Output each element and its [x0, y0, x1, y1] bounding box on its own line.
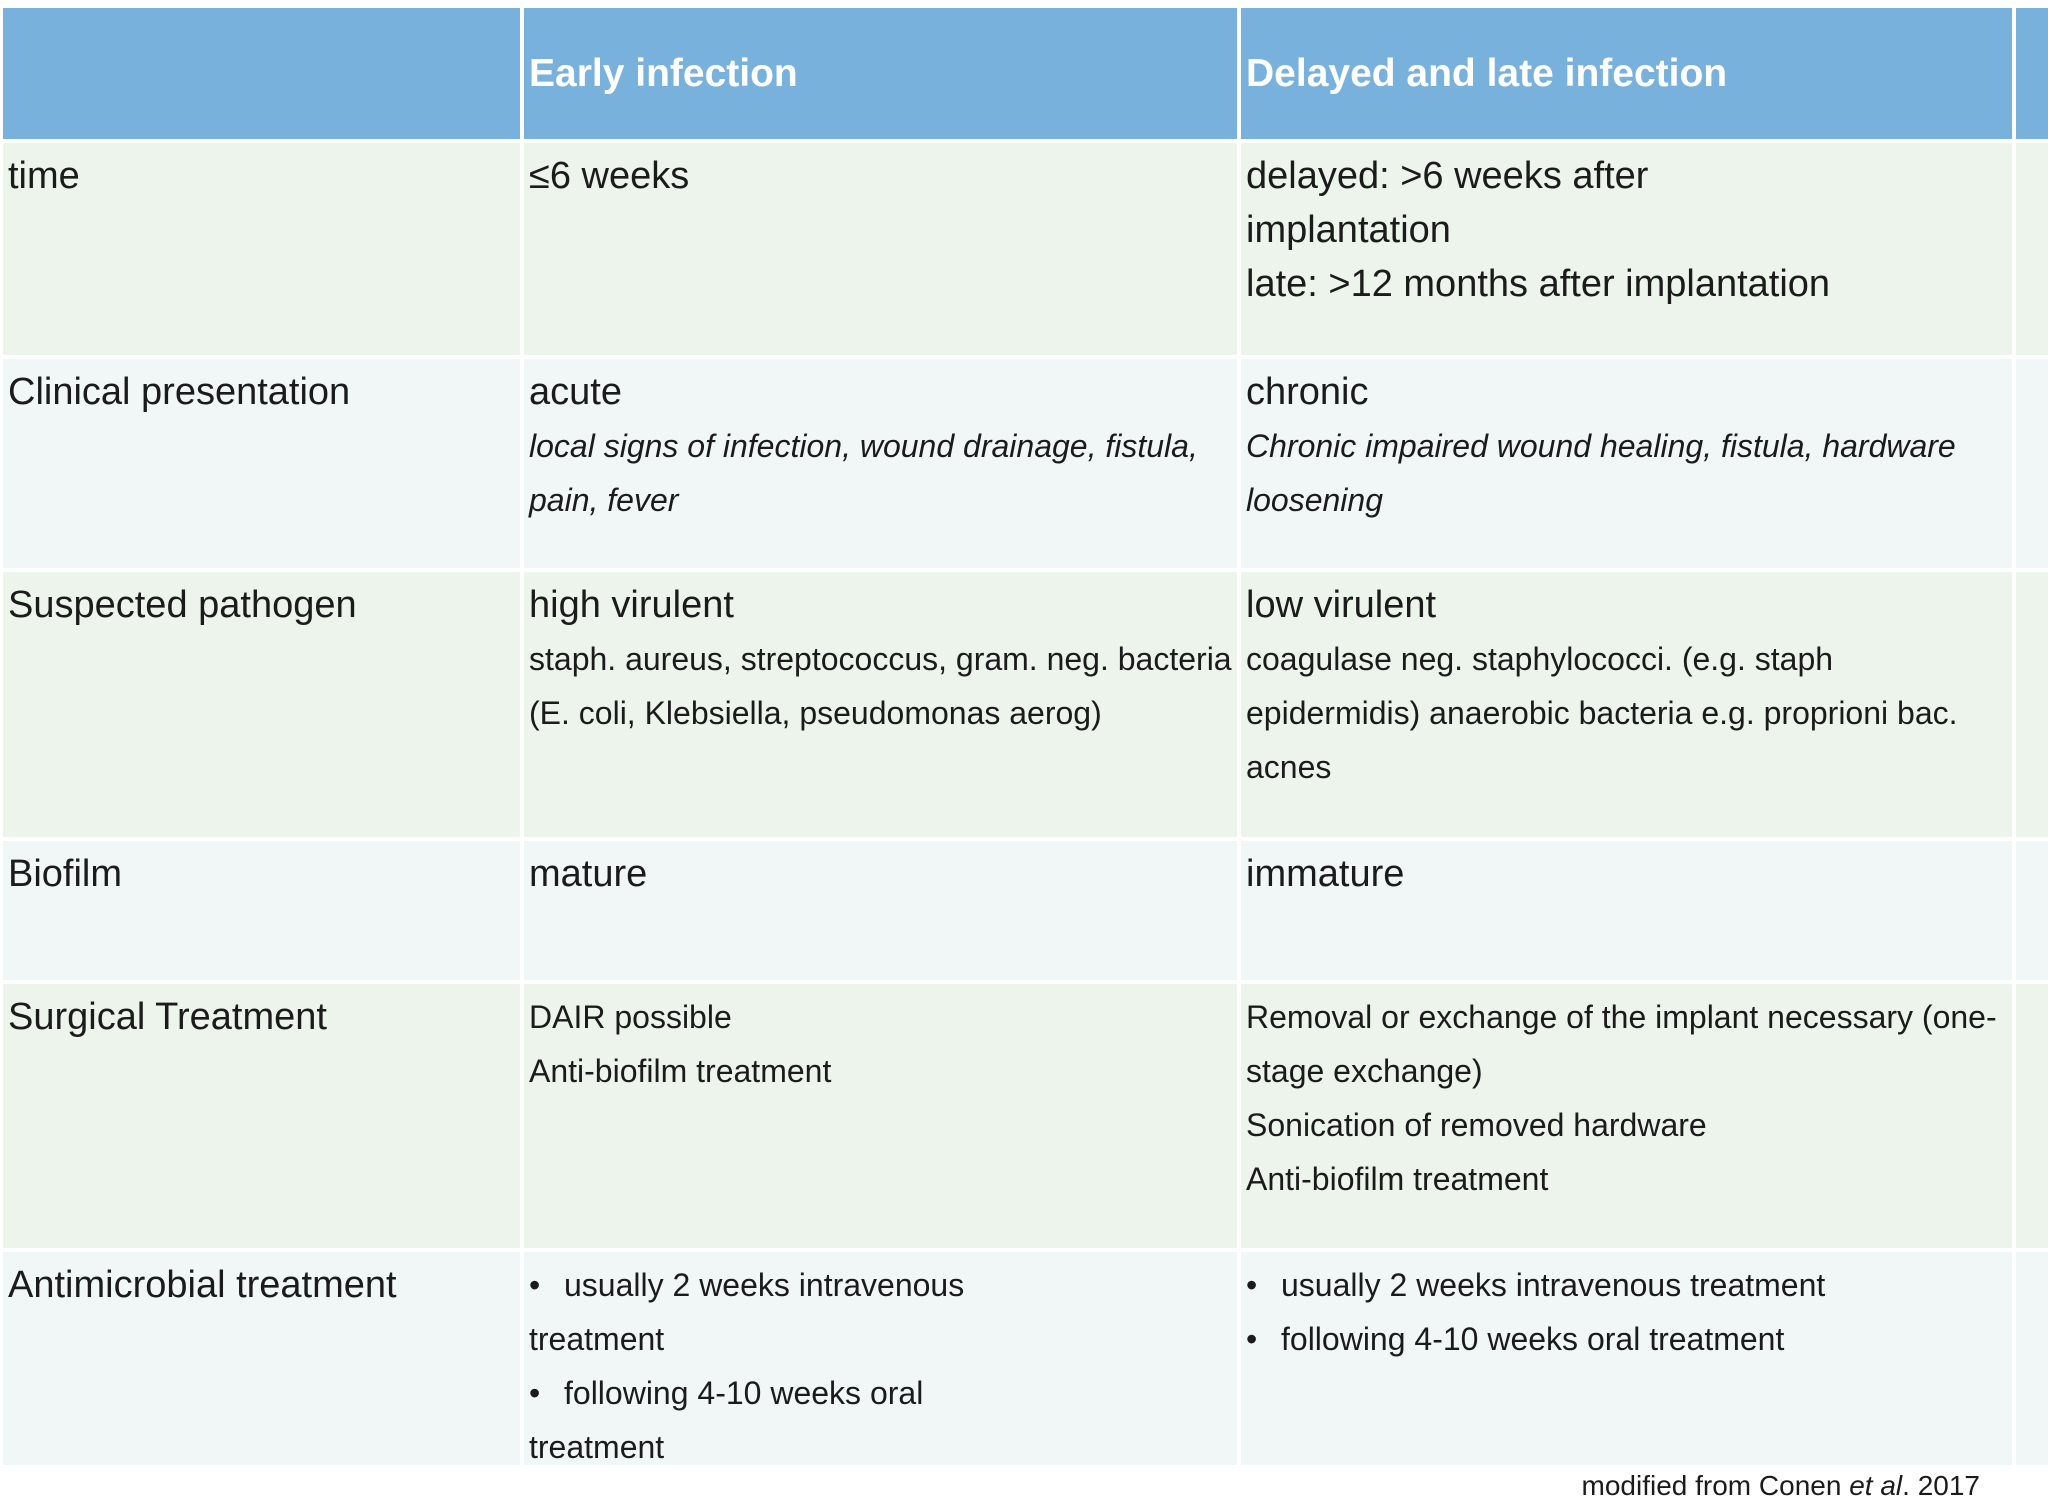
row-filler-cell: [2016, 143, 2048, 355]
antimicrobial-late-cell: • usually 2 weeks intravenous treatment •…: [1241, 1252, 2012, 1465]
header-cell-empty: [3, 8, 520, 139]
pathogen-early-main: high virulent: [529, 584, 734, 626]
bullet-icon: •: [1246, 1267, 1258, 1303]
antimicrobial-early-bullet: • following 4-10 weeks oral: [529, 1366, 1232, 1420]
bullet-icon: •: [529, 1267, 541, 1303]
surgical-late-item: Removal or exchange of the implant neces…: [1246, 999, 1997, 1089]
row-label-antimicrobial-treatment: Antimicrobial treatment: [3, 1252, 520, 1465]
bullet-icon: •: [529, 1375, 541, 1411]
antimicrobial-early-text: following 4-10 weeks oral: [564, 1375, 924, 1411]
surgical-early-item: DAIR possible: [529, 999, 732, 1035]
surgical-late-item: Anti-biofilm treatment: [1246, 1161, 1549, 1197]
caption-suffix: . 2017: [1902, 1470, 1980, 1501]
time-late-cell: delayed: >6 weeks after implantation lat…: [1241, 143, 2012, 355]
antimicrobial-late-bullet: • usually 2 weeks intravenous treatment: [1246, 1258, 2007, 1312]
antimicrobial-late-text: following 4-10 weeks oral treatment: [1281, 1321, 1785, 1357]
clinical-early-cell: acute local signs of infection, wound dr…: [524, 359, 1237, 568]
caption-prefix: modified from Conen: [1581, 1470, 1850, 1501]
caption-italic: et al: [1849, 1470, 1903, 1501]
time-late-line: implantation: [1246, 209, 1451, 251]
row-label-clinical-presentation: Clinical presentation: [3, 359, 520, 568]
source-caption: modified from Conen et al. 2017: [1582, 1470, 1980, 1502]
pathogen-late-cell: low virulent coagulase neg. staphylococc…: [1241, 572, 2012, 837]
row-label-suspected-pathogen: Suspected pathogen: [3, 572, 520, 837]
clinical-late-detail: Chronic impaired wound healing, fistula,…: [1246, 428, 1956, 518]
antimicrobial-early-cell: • usually 2 weeks intravenous treatment •…: [524, 1252, 1237, 1465]
surgical-late-cell: Removal or exchange of the implant neces…: [1241, 984, 2012, 1248]
clinical-early-main: acute: [529, 371, 622, 413]
biofilm-late-cell: immature: [1241, 841, 2012, 980]
clinical-late-cell: chronic Chronic impaired wound healing, …: [1241, 359, 2012, 568]
row-label-biofilm: Biofilm: [3, 841, 520, 980]
surgical-late-item: Sonication of removed hardware: [1246, 1107, 1707, 1143]
header-cell-extra: [2016, 8, 2048, 139]
clinical-late-main: chronic: [1246, 371, 1369, 413]
bullet-icon: •: [1246, 1321, 1258, 1357]
antimicrobial-late-bullet: • following 4-10 weeks oral treatment: [1246, 1312, 2007, 1366]
row-filler-cell: [2016, 359, 2048, 568]
antimicrobial-late-text: usually 2 weeks intravenous treatment: [1281, 1267, 1826, 1303]
row-filler-cell: [2016, 572, 2048, 837]
biofilm-late-value: immature: [1246, 853, 1405, 895]
antimicrobial-early-continuation: treatment: [529, 1429, 665, 1465]
row-label-surgical-treatment: Surgical Treatment: [3, 984, 520, 1248]
comparison-table: Early infection Delayed and late infecti…: [3, 8, 2048, 1465]
antimicrobial-early-continuation: treatment: [529, 1321, 665, 1357]
time-late-line: delayed: >6 weeks after: [1246, 155, 1649, 197]
pathogen-early-detail: staph. aureus, streptococcus, gram. neg.…: [529, 641, 1232, 731]
pathogen-late-detail: coagulase neg. staphylococci. (e.g. stap…: [1246, 641, 1958, 785]
row-label-time: time: [3, 143, 520, 355]
row-filler-cell: [2016, 841, 2048, 980]
clinical-early-detail: local signs of infection, wound drainage…: [529, 428, 1198, 518]
header-delayed-late-infection: Delayed and late infection: [1241, 8, 2012, 139]
surgical-early-item: Anti-biofilm treatment: [529, 1053, 832, 1089]
time-early-cell: ≤6 weeks: [524, 143, 1237, 355]
time-late-line: late: >12 months after implantation: [1246, 263, 1831, 305]
biofilm-early-value: mature: [529, 853, 648, 895]
surgical-early-cell: DAIR possible Anti-biofilm treatment: [524, 984, 1237, 1248]
pathogen-late-main: low virulent: [1246, 584, 1437, 626]
time-early-value: ≤6 weeks: [529, 155, 690, 197]
row-filler-cell: [2016, 984, 2048, 1248]
biofilm-early-cell: mature: [524, 841, 1237, 980]
antimicrobial-early-text: usually 2 weeks intravenous: [564, 1267, 965, 1303]
pathogen-early-cell: high virulent staph. aureus, streptococc…: [524, 572, 1237, 837]
antimicrobial-early-bullet: • usually 2 weeks intravenous: [529, 1258, 1232, 1312]
row-filler-cell: [2016, 1252, 2048, 1465]
header-early-infection: Early infection: [524, 8, 1237, 139]
